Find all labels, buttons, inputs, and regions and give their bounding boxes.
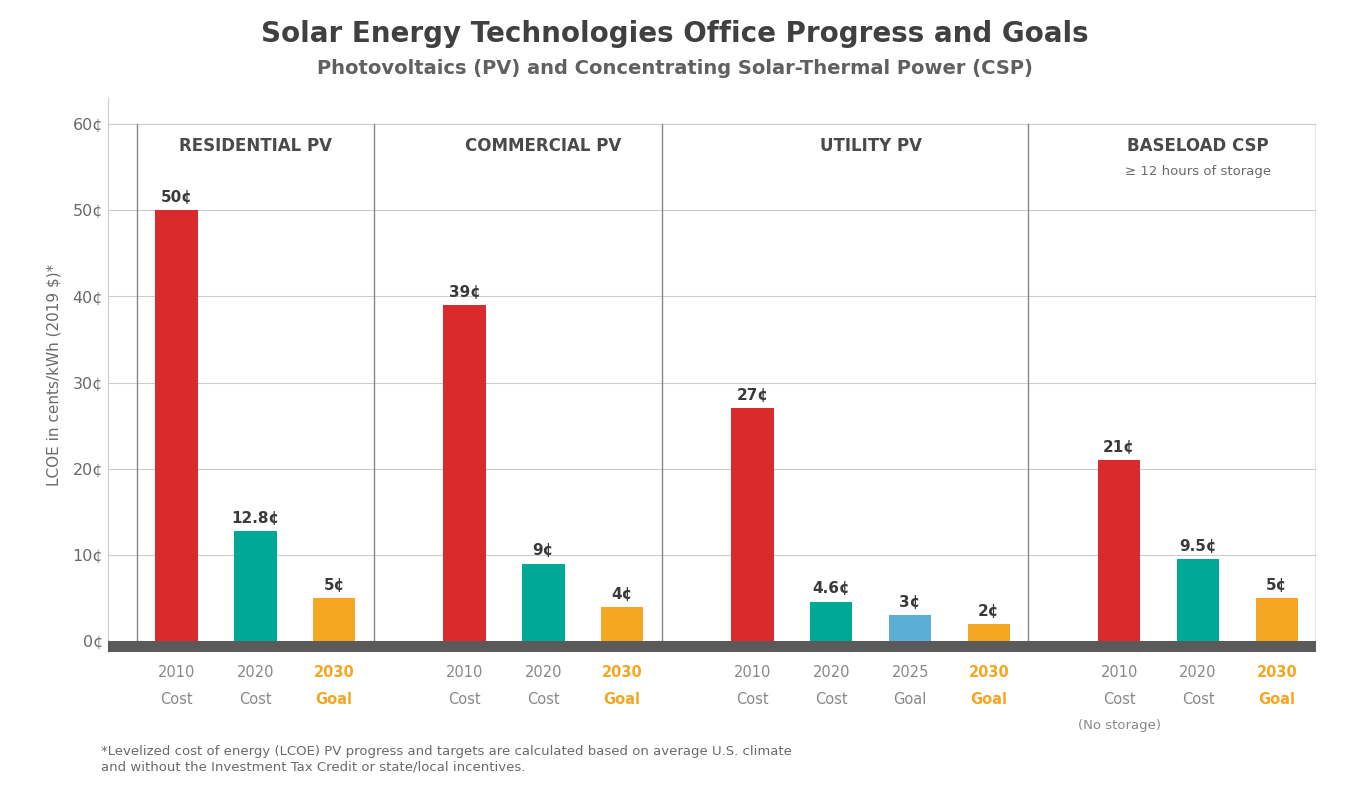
Text: 2¢: 2¢ [979, 604, 999, 619]
Text: 2020: 2020 [813, 666, 850, 681]
Text: UTILITY PV: UTILITY PV [819, 137, 922, 155]
Text: Goal: Goal [603, 692, 641, 707]
Text: COMMERCIAL PV: COMMERCIAL PV [466, 137, 621, 155]
Text: Photovoltaics (PV) and Concentrating Solar-Thermal Power (CSP): Photovoltaics (PV) and Concentrating Sol… [317, 59, 1033, 78]
Bar [732, 408, 774, 641]
Text: 2030: 2030 [968, 666, 1010, 681]
Text: 2010: 2010 [446, 666, 483, 681]
Text: 5¢: 5¢ [324, 578, 344, 593]
Bar [0, 641, 1350, 652]
Text: 12.8¢: 12.8¢ [231, 511, 279, 526]
Y-axis label: LCOE in cents/kWh (2019 $)*: LCOE in cents/kWh (2019 $)* [46, 264, 61, 486]
Bar [0, 641, 1350, 652]
Text: Goal: Goal [971, 692, 1007, 707]
Bar [0, 641, 1350, 652]
Bar [0, 641, 1350, 652]
Bar [0, 641, 1350, 652]
Bar [888, 615, 932, 641]
Text: (No storage): (No storage) [1077, 718, 1161, 732]
Text: 50¢: 50¢ [161, 190, 193, 205]
Text: Goal: Goal [1258, 692, 1296, 707]
Text: 5¢: 5¢ [1266, 578, 1288, 593]
Text: Cost: Cost [239, 692, 271, 707]
Text: Goal: Goal [316, 692, 352, 707]
Text: 2020: 2020 [236, 666, 274, 681]
Text: 4.6¢: 4.6¢ [813, 582, 850, 597]
Bar [601, 607, 644, 641]
Bar [0, 641, 1350, 652]
Text: 21¢: 21¢ [1103, 440, 1135, 455]
Bar [0, 641, 1350, 652]
Bar [0, 641, 1350, 652]
Text: Goal: Goal [894, 692, 926, 707]
Text: Cost: Cost [736, 692, 768, 707]
Text: 2030: 2030 [1257, 666, 1297, 681]
Bar [522, 564, 564, 641]
Text: Solar Energy Technologies Office Progress and Goals: Solar Energy Technologies Office Progres… [261, 20, 1089, 48]
Text: Cost: Cost [161, 692, 193, 707]
Text: 9.5¢: 9.5¢ [1180, 539, 1216, 554]
Text: Cost: Cost [1103, 692, 1135, 707]
Bar [1098, 460, 1141, 641]
Bar [0, 641, 1350, 652]
Text: 2010: 2010 [158, 666, 196, 681]
Bar [1256, 598, 1299, 641]
Text: 2030: 2030 [602, 666, 643, 681]
Text: 2020: 2020 [1180, 666, 1216, 681]
Bar [1177, 559, 1219, 641]
Bar [313, 598, 355, 641]
Text: Cost: Cost [1181, 692, 1214, 707]
Text: Cost: Cost [815, 692, 848, 707]
Bar [234, 531, 277, 641]
Bar [0, 641, 1350, 652]
Text: ≥ 12 hours of storage: ≥ 12 hours of storage [1125, 165, 1272, 178]
Bar [155, 210, 198, 641]
Text: Cost: Cost [448, 692, 481, 707]
Text: Cost: Cost [526, 692, 560, 707]
Bar [69, 641, 1350, 652]
Text: *Levelized cost of energy (LCOE) PV progress and targets are calculated based on: *Levelized cost of energy (LCOE) PV prog… [101, 745, 792, 773]
Text: 2025: 2025 [891, 666, 929, 681]
Text: BASELOAD CSP: BASELOAD CSP [1127, 137, 1269, 155]
Text: 2020: 2020 [525, 666, 562, 681]
Text: 39¢: 39¢ [448, 285, 481, 300]
Text: 3¢: 3¢ [899, 595, 921, 610]
Text: RESIDENTIAL PV: RESIDENTIAL PV [180, 137, 332, 155]
Text: 4¢: 4¢ [612, 586, 633, 601]
Bar [0, 641, 1350, 652]
Bar [443, 305, 486, 641]
Bar [0, 641, 1350, 652]
Bar [968, 624, 1010, 641]
Bar [810, 601, 852, 641]
Text: 2010: 2010 [1100, 666, 1138, 681]
Text: 2010: 2010 [733, 666, 771, 681]
Bar [0, 641, 1350, 652]
Text: 2030: 2030 [313, 666, 355, 681]
Text: 9¢: 9¢ [533, 543, 554, 558]
Text: 27¢: 27¢ [736, 389, 768, 403]
